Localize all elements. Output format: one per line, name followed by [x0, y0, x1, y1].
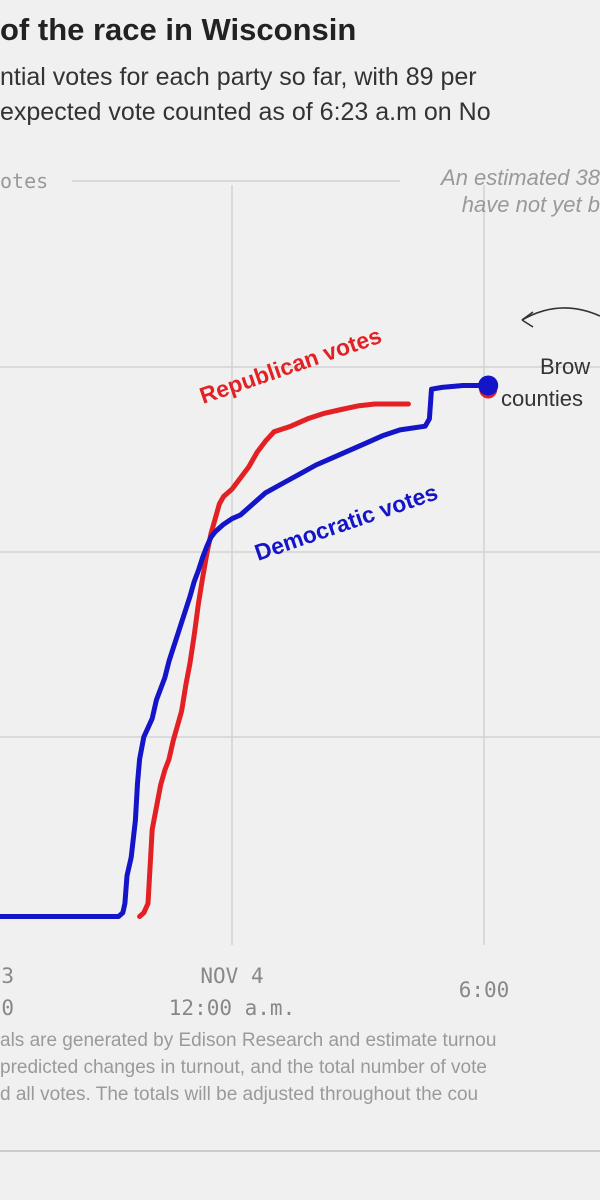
x-tick-label-1-2: 0 — [1, 996, 14, 1020]
estimate-note-line-2: have not yet b — [461, 192, 600, 217]
end-dot — [478, 375, 499, 396]
republican-series-label: Republican votes — [196, 322, 385, 409]
x-tick-label-1-1: 3 — [1, 964, 14, 988]
x-tick-label-3-1: 6:00 — [459, 978, 510, 1002]
footer-line-1: als are generated by Edison Research and… — [0, 1030, 497, 1051]
footer-line-2: predicted changes in turnout, and the to… — [0, 1057, 487, 1078]
subtitle-line-2: expected vote counted as of 6:23 a.m on … — [0, 98, 491, 126]
series-line-republican — [137, 401, 411, 919]
annotation-arrowhead — [521, 311, 534, 328]
annotation-text-line-1: Brow — [540, 354, 590, 379]
subtitle-line-1: ntial votes for each party so far, with … — [0, 63, 477, 91]
annotation-text-line-2: counties — [501, 386, 583, 411]
y-axis-label: otes — [0, 169, 48, 193]
bottom-divider — [0, 1150, 600, 1152]
vote-chart: otes 3 0 NOV 4 12:00 a.m. 6:00 Republican vote… — [0, 169, 600, 1020]
footer-line-3: d all votes. The totals will be adjusted… — [0, 1084, 479, 1105]
x-tick-label-2-1: NOV 4 — [200, 964, 263, 988]
estimate-note-line-1: An estimated 38 — [441, 165, 600, 190]
series-line-democratic — [0, 383, 491, 919]
annotation-arrow — [521, 307, 600, 321]
chart-title: of the race in Wisconsin — [0, 12, 357, 47]
x-tick-label-2-2: 12:00 a.m. — [169, 996, 295, 1020]
